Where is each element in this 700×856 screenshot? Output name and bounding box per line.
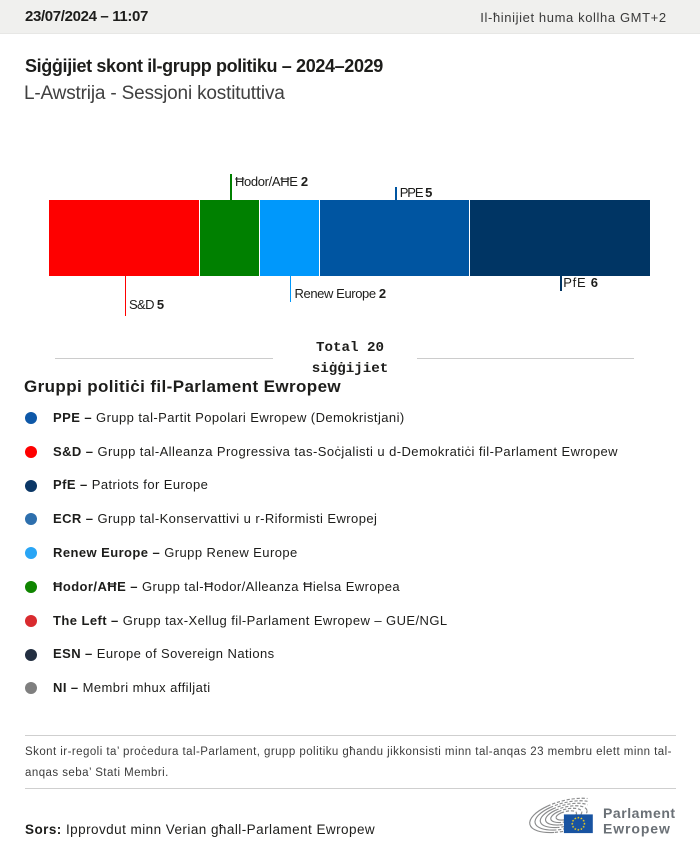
svg-text:Ewropew: Ewropew <box>603 821 671 837</box>
svg-text:Parlament: Parlament <box>603 805 676 821</box>
